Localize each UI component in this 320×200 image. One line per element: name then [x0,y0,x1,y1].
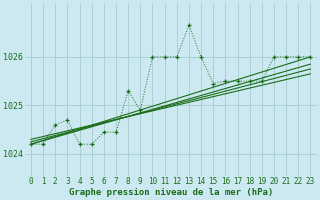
X-axis label: Graphe pression niveau de la mer (hPa): Graphe pression niveau de la mer (hPa) [68,188,273,197]
